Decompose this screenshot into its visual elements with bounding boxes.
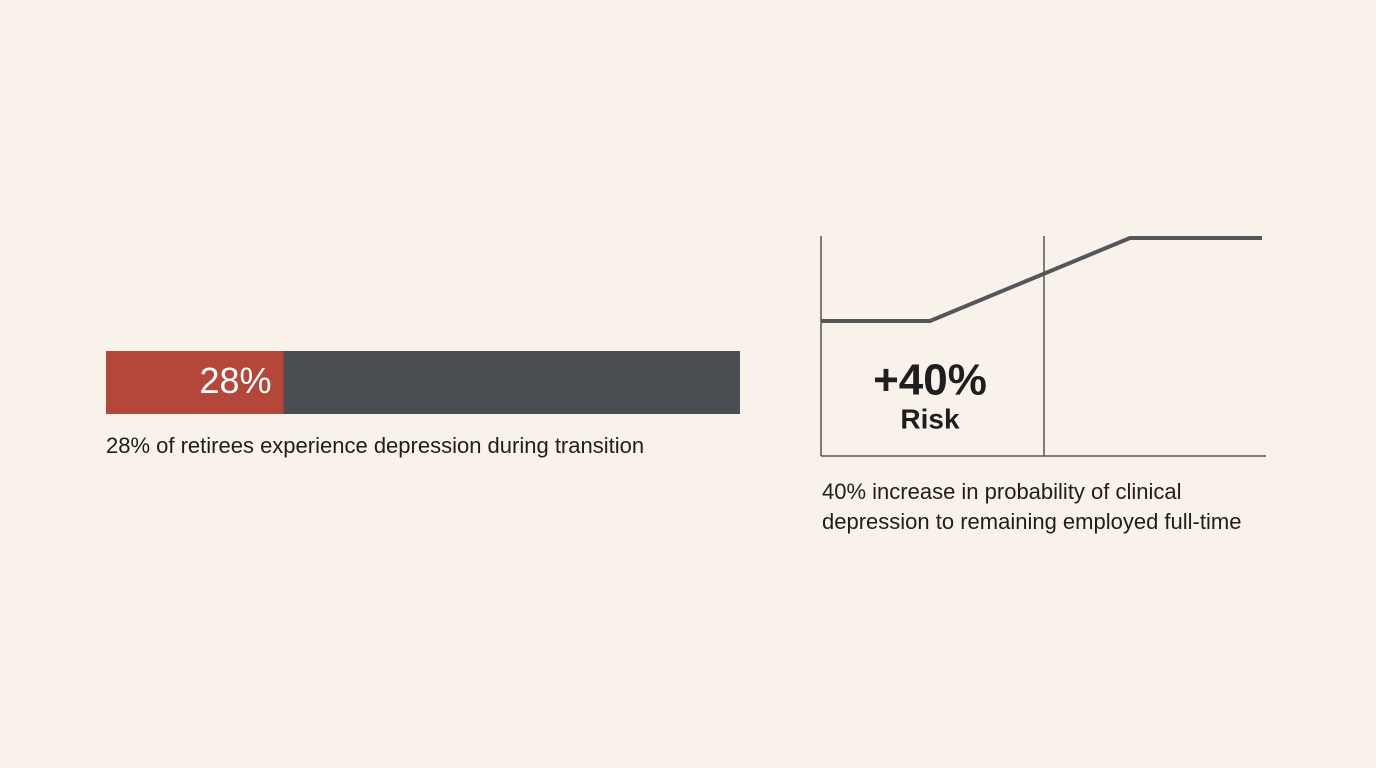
caption: 40% increase in probability of clinical	[822, 479, 1182, 504]
caption: 28% of retirees experience depression du…	[106, 433, 644, 458]
annotation: +40%	[873, 356, 987, 405]
caption: depression to remaining employed full-ti…	[822, 509, 1241, 534]
risk-line	[821, 236, 1262, 323]
annotation-note: Risk	[900, 403, 960, 434]
risk-diagram	[820, 236, 1266, 457]
bar	[106, 351, 284, 414]
value-label: 28%	[199, 360, 271, 401]
